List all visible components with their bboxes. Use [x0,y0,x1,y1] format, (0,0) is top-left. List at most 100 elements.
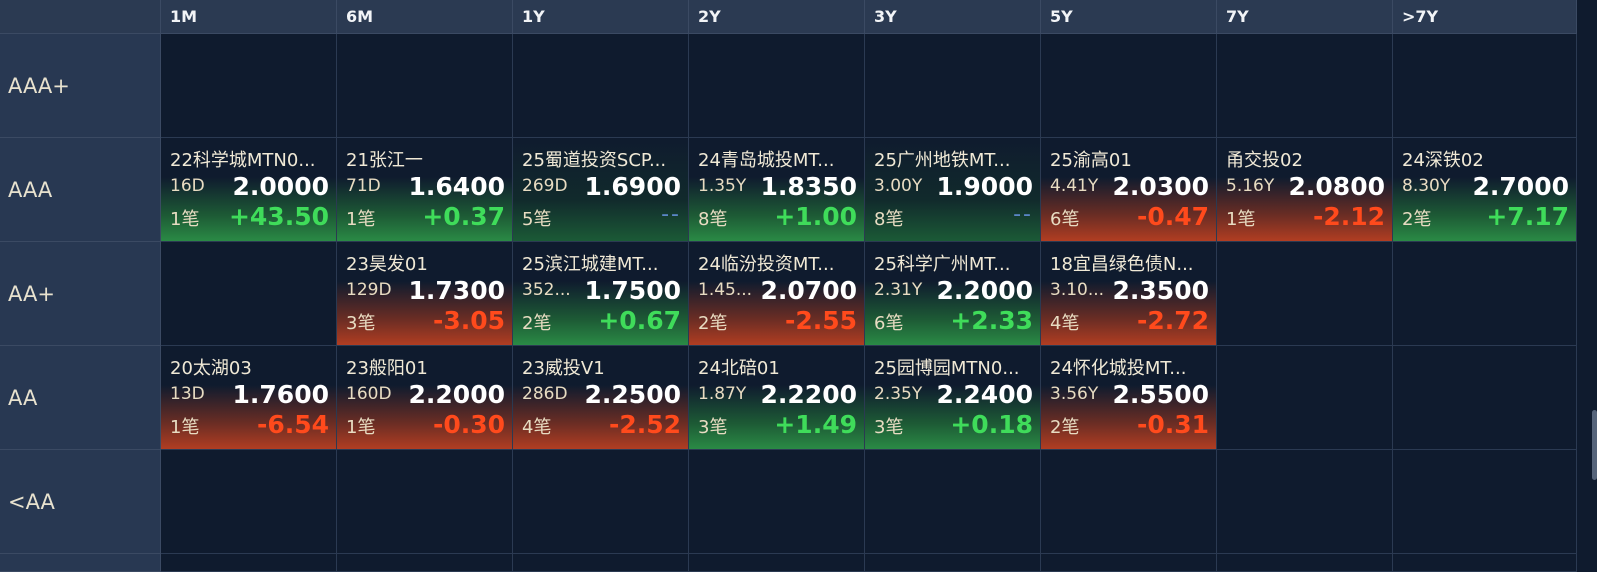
bond-cell[interactable]: 23昊发01 129D 1.7300 3笔 -3.05 [337,242,513,346]
column-header-5Y[interactable]: 5Y [1041,0,1217,34]
rate-change: -3.05 [432,306,505,335]
rate-change: +7.17 [1486,202,1569,231]
bond-rate: 2.2500 [584,380,681,409]
column-header-3Y[interactable]: 3Y [865,0,1041,34]
bond-name: 23昊发01 [346,254,428,275]
bond-name: 25科学广州MT... [874,254,1011,275]
trade-count: 8笔 [698,209,728,230]
empty-cell [865,450,1041,554]
bond-tenor: 1.35Y [698,176,747,196]
column-header-6M[interactable]: 6M [337,0,513,34]
trade-count: 3笔 [874,417,904,438]
bottom-strip-cell [865,554,1041,572]
rate-change: +43.50 [228,202,329,231]
bottom-strip-cell [1217,554,1393,572]
bond-tenor: 3.56Y [1050,384,1099,404]
rate-change: -0.31 [1136,410,1209,439]
empty-cell [513,34,689,138]
bond-tenor: 3.00Y [874,176,923,196]
bond-name: 24深铁02 [1402,150,1484,171]
rate-change: -2.12 [1312,202,1385,231]
trade-count: 6笔 [1050,209,1080,230]
column-header-1Y[interactable]: 1Y [513,0,689,34]
bond-cell[interactable]: 22科学城MTN0... 16D 2.0000 1笔 +43.50 [161,138,337,242]
bond-rate: 1.7600 [232,380,329,409]
trade-count: 5笔 [522,209,552,230]
bond-name: 25渝高01 [1050,150,1132,171]
trade-count: 3笔 [346,313,376,334]
vertical-scrollbar[interactable] [1592,410,1597,480]
bond-tenor: 286D [522,384,568,404]
bond-rate: 2.7000 [1472,172,1569,201]
bond-name: 24青岛城投MT... [698,150,835,171]
bond-rate: 1.6900 [584,172,681,201]
bond-cell[interactable]: 25广州地铁MT... 3.00Y 1.9000 8笔 -- [865,138,1041,242]
bottom-strip-cell [1041,554,1217,572]
empty-cell [1217,34,1393,138]
bond-name: 甬交投02 [1226,150,1303,171]
empty-cell [513,450,689,554]
bond-rate: 2.5500 [1112,380,1209,409]
bond-rate: 1.9000 [936,172,1033,201]
bond-cell[interactable]: 23威投V1 286D 2.2500 4笔 -2.52 [513,346,689,450]
empty-cell [1217,242,1393,346]
column-header-2Y[interactable]: 2Y [689,0,865,34]
bond-cell[interactable]: 25渝高01 4.41Y 2.0300 6笔 -0.47 [1041,138,1217,242]
empty-cell [161,450,337,554]
row-label-AAA+: AAA+ [0,34,161,138]
bond-cell[interactable]: 25滨江城建MT... 352... 1.7500 2笔 +0.67 [513,242,689,346]
bond-cell[interactable]: 25园博园MTN0... 2.35Y 2.2400 3笔 +0.18 [865,346,1041,450]
bond-cell[interactable]: 25科学广州MT... 2.31Y 2.2000 6笔 +2.33 [865,242,1041,346]
rate-change: -2.72 [1136,306,1209,335]
empty-cell [1041,450,1217,554]
column-header->7Y[interactable]: >7Y [1393,0,1577,34]
rate-change: +0.67 [598,306,681,335]
bond-rate: 2.0300 [1112,172,1209,201]
empty-cell [689,34,865,138]
empty-cell [1393,346,1577,450]
bond-cell[interactable]: 25蜀道投资SCP... 269D 1.6900 5笔 -- [513,138,689,242]
bond-tenor: 269D [522,176,568,196]
rate-change: -6.54 [256,410,329,439]
column-header-1M[interactable]: 1M [161,0,337,34]
bottom-strip-cell [689,554,865,572]
empty-cell [161,242,337,346]
bond-cell[interactable]: 24临汾投资MT... 1.45... 2.0700 2笔 -2.55 [689,242,865,346]
column-header-7Y[interactable]: 7Y [1217,0,1393,34]
trade-count: 1笔 [1226,209,1256,230]
rate-change: -0.47 [1136,202,1209,231]
bond-rate: 1.8350 [760,172,857,201]
bond-name: 24怀化城投MT... [1050,358,1187,379]
trade-count: 4笔 [1050,313,1080,334]
bond-rate: 2.2000 [408,380,505,409]
empty-cell [1393,34,1577,138]
bond-rate: 2.2200 [760,380,857,409]
bond-cell[interactable]: 24深铁02 8.30Y 2.7000 2笔 +7.17 [1393,138,1577,242]
bond-cell[interactable]: 24北碚01 1.87Y 2.2200 3笔 +1.49 [689,346,865,450]
empty-cell [689,450,865,554]
bond-name: 22科学城MTN0... [170,150,316,171]
empty-cell [1217,450,1393,554]
trade-count: 1笔 [346,209,376,230]
bond-cell[interactable]: 24怀化城投MT... 3.56Y 2.5500 2笔 -0.31 [1041,346,1217,450]
empty-cell [161,34,337,138]
bond-cell[interactable]: 20太湖03 13D 1.7600 1笔 -6.54 [161,346,337,450]
bond-cell[interactable]: 18宜昌绿色债N... 3.10... 2.3500 4笔 -2.72 [1041,242,1217,346]
empty-cell [1041,34,1217,138]
bond-tenor: 1.87Y [698,384,747,404]
bond-rate: 2.0000 [232,172,329,201]
bond-cell[interactable]: 23般阳01 160D 2.2000 1笔 -0.30 [337,346,513,450]
bond-cell[interactable]: 21张江一 71D 1.6400 1笔 +0.37 [337,138,513,242]
bond-name: 23威投V1 [522,358,605,379]
bond-rate: 2.0700 [760,276,857,305]
bond-cell[interactable]: 甬交投02 5.16Y 2.0800 1笔 -2.12 [1217,138,1393,242]
bond-rate: 2.0800 [1288,172,1385,201]
bond-rate: 1.7500 [584,276,681,305]
bond-name: 23般阳01 [346,358,428,379]
trade-count: 4笔 [522,417,552,438]
bond-cell[interactable]: 24青岛城投MT... 1.35Y 1.8350 8笔 +1.00 [689,138,865,242]
rate-change: +1.49 [774,410,857,439]
trade-count: 2笔 [698,313,728,334]
rate-change: -2.52 [608,410,681,439]
